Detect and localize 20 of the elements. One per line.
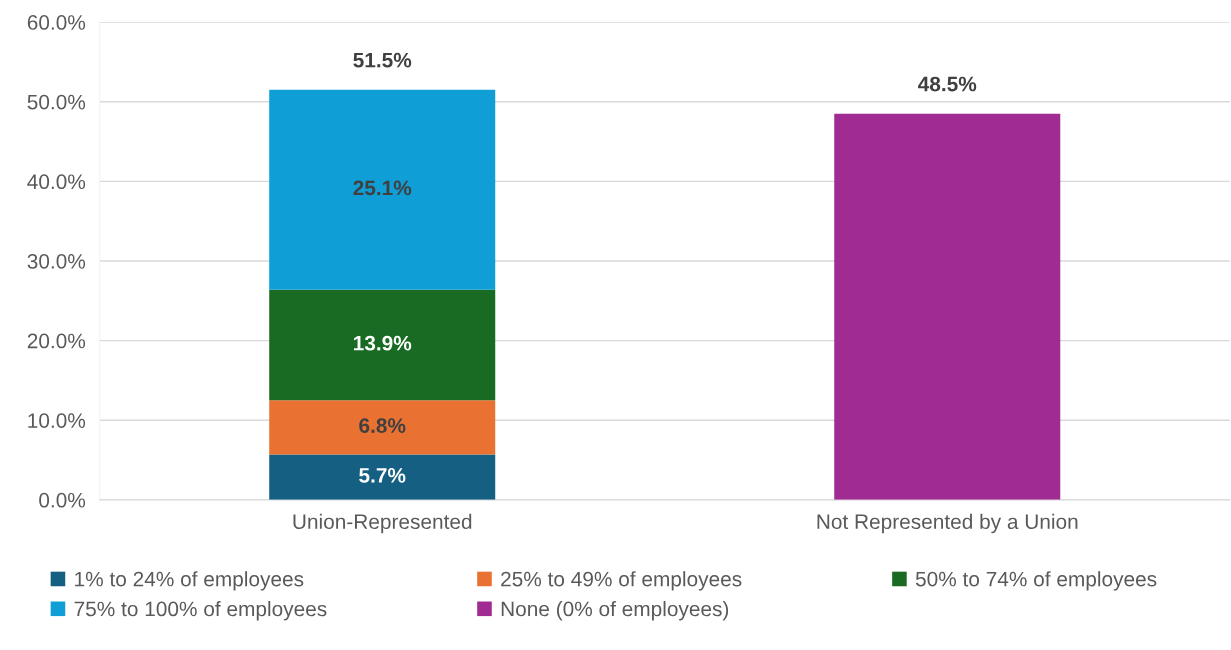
total-label: 48.5%: [918, 76, 977, 92]
legend-label: 25% to 49% of employees: [501, 571, 742, 591]
x-tick-label: Not Represented by a Union: [817, 513, 1078, 534]
y-tick-label: 10.0%: [28, 413, 86, 428]
data-label: 25.1%: [353, 180, 412, 196]
legend-label: 1% to 24% of employees: [75, 571, 304, 591]
data-label: 6.8%: [359, 418, 406, 433]
total-label: 51.5%: [353, 52, 412, 68]
y-tick-label: 20.0%: [27, 333, 86, 349]
y-tick-label: 40.0%: [27, 174, 86, 190]
legend-label: None (0% of employees): [501, 600, 729, 621]
data-label: 5.7%: [359, 468, 406, 483]
data-label: 13.9%: [354, 335, 412, 351]
y-tick-label: 50.0%: [27, 94, 86, 110]
y-tick-label: 0.0%: [39, 492, 86, 508]
x-tick-label: Union-Represented: [293, 513, 472, 534]
legend-label: 75% to 100% of employees: [74, 600, 327, 621]
y-tick-label: 30.0%: [27, 253, 86, 269]
legend-label: 50% to 74% of employees: [915, 571, 1157, 591]
y-tick-label: 60.0%: [27, 15, 86, 30]
